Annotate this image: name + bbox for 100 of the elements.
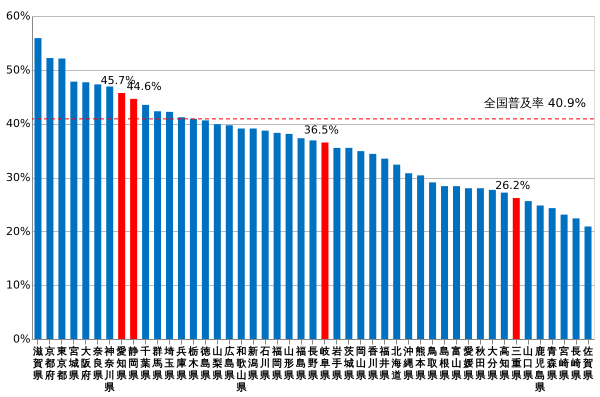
bar xyxy=(572,218,580,339)
x-tick-label: 神奈川県 xyxy=(104,346,116,394)
bar xyxy=(58,58,66,339)
x-tick-label: 滋賀県 xyxy=(32,346,44,382)
bar xyxy=(202,120,209,339)
y-tick-label: 30% xyxy=(6,171,30,184)
bar xyxy=(345,148,352,339)
bar xyxy=(34,38,42,339)
bar xyxy=(190,118,197,339)
x-tick-label: 愛媛県 xyxy=(462,346,474,382)
x-tick-label: 長崎県 xyxy=(570,346,582,382)
x-tick-label: 東京都 xyxy=(56,346,68,382)
x-tick-label: 石川県 xyxy=(259,346,272,382)
data-label: 26.2% xyxy=(495,178,530,192)
bar xyxy=(70,82,78,339)
bar xyxy=(452,186,460,339)
bar xyxy=(154,111,162,339)
x-tick-label: 秋田県 xyxy=(474,346,486,382)
x-tick-label: 熊本県 xyxy=(414,346,427,382)
x-tick-label: 宮城県 xyxy=(68,346,80,382)
x-tick-label: 兵庫県 xyxy=(175,346,188,382)
bar xyxy=(512,198,520,339)
y-tick-label: 50% xyxy=(6,63,30,76)
x-tick-label: 埼玉県 xyxy=(164,346,176,382)
bar xyxy=(548,208,556,339)
bar xyxy=(369,154,376,339)
x-tick-label: 栃木県 xyxy=(187,346,200,382)
bar xyxy=(357,151,364,339)
bar xyxy=(250,128,257,339)
y-tick-label: 60% xyxy=(6,10,30,22)
bar xyxy=(333,148,340,339)
x-tick-label: 愛知県 xyxy=(116,346,128,382)
bar xyxy=(584,226,592,339)
bar xyxy=(46,58,54,339)
bar xyxy=(321,142,328,339)
bar xyxy=(560,214,568,339)
x-tick-label: 京都府 xyxy=(44,346,55,382)
bar xyxy=(441,186,448,339)
bar xyxy=(274,132,281,339)
bar xyxy=(262,130,269,339)
x-tick-label: 鳥取県 xyxy=(426,346,439,382)
x-tick-label: 徳島県 xyxy=(199,346,212,382)
x-tick-label: 岐阜県 xyxy=(318,346,331,382)
bar xyxy=(238,128,245,339)
bar xyxy=(94,84,102,339)
x-tick-label: 沖縄県 xyxy=(402,346,415,382)
bar xyxy=(178,117,185,339)
x-tick-label: 鹿児島県 xyxy=(534,346,546,394)
x-tick-label: 広島県 xyxy=(223,346,236,382)
bar xyxy=(106,86,114,339)
x-tick-label: 山梨県 xyxy=(211,346,224,382)
x-tick-label: 群馬県 xyxy=(152,346,164,382)
bar xyxy=(405,173,412,339)
x-tick-label: 島根県 xyxy=(438,346,451,382)
y-tick-label: 20% xyxy=(6,224,30,238)
x-tick-label: 大分県 xyxy=(486,346,498,382)
x-tick-label: 北海道 xyxy=(390,346,403,382)
x-tick-label: 佐賀県 xyxy=(582,346,594,382)
x-tick-label: 宮崎県 xyxy=(558,346,570,382)
bar xyxy=(166,112,174,339)
y-tick-label: 40% xyxy=(6,117,30,130)
x-tick-label: 青森県 xyxy=(546,346,558,382)
x-tick-label: 岡山県 xyxy=(354,346,367,382)
x-tick-label: 富山県 xyxy=(450,346,462,382)
x-tick-label: 山口県 xyxy=(522,346,534,382)
bar xyxy=(476,188,484,339)
x-tick-label: 山形県 xyxy=(283,346,296,382)
x-tick-label: 岩手県 xyxy=(330,346,343,382)
x-tick-label: 千葉県 xyxy=(140,346,152,382)
x-tick-label: 静岡県 xyxy=(128,346,140,382)
bar xyxy=(82,82,90,339)
bar xyxy=(464,188,472,339)
x-tick-label: 福井県 xyxy=(378,346,391,382)
x-tick-label: 大阪府 xyxy=(80,346,92,382)
x-tick-label: 福岡県 xyxy=(271,346,284,382)
y-tick-label: 10% xyxy=(6,278,30,292)
x-tick-label: 茨城県 xyxy=(342,346,355,382)
x-tick-label: 和歌山県 xyxy=(235,346,248,394)
x-tick-label: 長野県 xyxy=(307,346,319,382)
bar xyxy=(536,205,544,339)
bar xyxy=(500,192,508,339)
y-tick-label: 0% xyxy=(13,332,30,346)
bar xyxy=(142,104,150,339)
bar xyxy=(226,125,233,339)
x-tick-label: 奈良県 xyxy=(92,346,104,382)
bar xyxy=(381,158,388,339)
bar xyxy=(310,140,316,339)
x-tick-label: 福島県 xyxy=(295,346,308,382)
bar xyxy=(214,124,221,339)
bar xyxy=(286,134,293,339)
x-tick-label: 高知県 xyxy=(498,346,510,382)
bar xyxy=(429,182,436,339)
bar xyxy=(393,164,400,339)
ref-line-label: 全国普及率 40.9% xyxy=(484,96,586,110)
x-tick-label: 三重県 xyxy=(510,346,522,382)
x-tick-label: 新潟県 xyxy=(247,346,260,382)
bar xyxy=(417,175,424,339)
data-label: 36.5% xyxy=(304,124,339,137)
bar xyxy=(488,190,496,339)
x-tick-label: 香川県 xyxy=(366,346,379,382)
